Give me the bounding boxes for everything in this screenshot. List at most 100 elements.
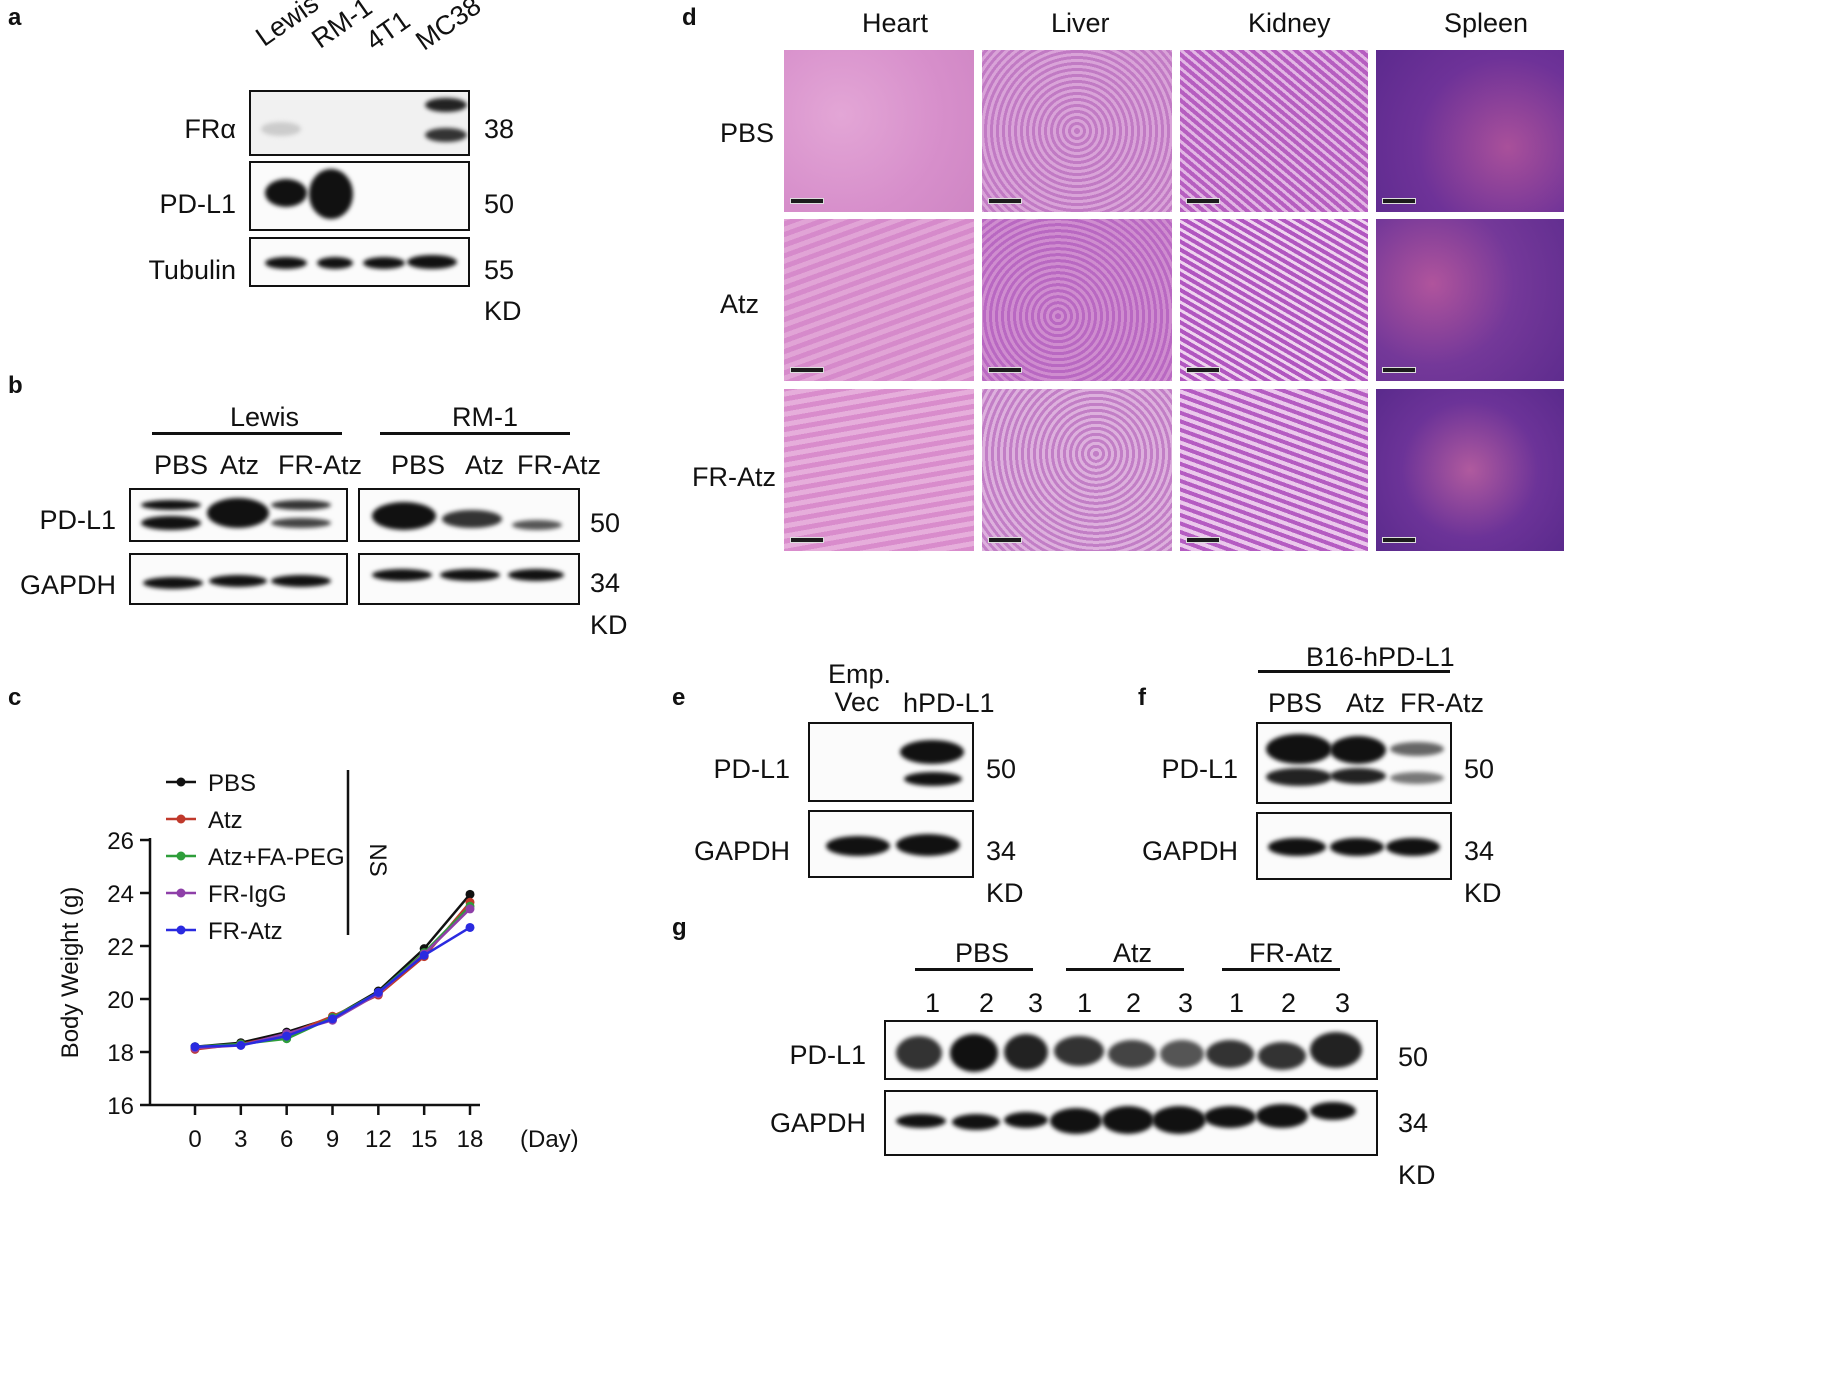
histology-spleen-pbs — [1376, 50, 1564, 212]
group-label: Atz — [1113, 938, 1153, 968]
band — [1390, 772, 1444, 784]
scale-bar — [1382, 367, 1416, 373]
band — [207, 498, 269, 528]
lane-label: FR-Atz — [278, 450, 362, 480]
band — [271, 500, 331, 510]
lane-number: 2 — [1126, 988, 1142, 1018]
blot-g-gapdh — [884, 1090, 1378, 1156]
group-bar — [1066, 968, 1184, 971]
band — [271, 575, 331, 587]
legend-label: FR-IgG — [208, 881, 287, 908]
lane-number: 3 — [1028, 988, 1044, 1018]
kd-unit: KD — [590, 610, 628, 640]
lane-label: PBS — [154, 450, 209, 480]
y-tick-label: 16 — [107, 1093, 134, 1120]
lane-label: hPD-L1 — [903, 688, 995, 718]
blot-fra — [249, 90, 470, 156]
panel-label-a: a — [8, 4, 22, 31]
band — [141, 516, 201, 530]
kd-value: 50 — [986, 754, 1017, 784]
band — [900, 740, 964, 764]
group-label: FR-Atz — [1249, 938, 1333, 968]
kd-value: 34 — [590, 568, 621, 598]
scale-bar — [988, 367, 1022, 373]
histology-heart-fratz — [784, 389, 974, 551]
scale-bar — [988, 198, 1022, 204]
band — [512, 520, 562, 530]
band — [141, 500, 201, 510]
kd-value: 34 — [1464, 836, 1495, 866]
x-tick-label: 6 — [280, 1126, 293, 1153]
kd-unit: KD — [1464, 878, 1502, 908]
band — [407, 255, 457, 269]
column-label: Heart — [862, 8, 929, 38]
body-weight-chart: 16 18 20 22 24 26 0 3 6 9 12 15 18 (Day) Body Weight (… — [57, 770, 579, 1153]
histology-heart-atz — [784, 219, 974, 381]
band — [261, 122, 301, 136]
legend-marker — [176, 851, 186, 861]
row-label: PD-L1 — [159, 189, 236, 219]
band — [1256, 1104, 1308, 1128]
scale-bar — [988, 537, 1022, 543]
legend-marker — [176, 925, 186, 935]
legend-label: Atz — [208, 807, 243, 834]
lane-number: 1 — [925, 988, 941, 1018]
band — [209, 575, 267, 587]
band — [1004, 1112, 1048, 1128]
band — [271, 518, 331, 528]
column-label: Liver — [1051, 8, 1110, 38]
histology-liver-pbs — [982, 50, 1172, 212]
band — [425, 98, 467, 112]
data-point — [465, 922, 475, 932]
row-label: PD-L1 — [1161, 754, 1238, 784]
band — [1152, 1106, 1206, 1134]
band — [1266, 734, 1332, 764]
histology-spleen-atz — [1376, 219, 1564, 381]
row-label: Atz — [720, 289, 760, 319]
row-label: GAPDH — [1141, 836, 1238, 866]
band — [1266, 768, 1332, 786]
band — [1390, 742, 1444, 756]
data-point — [236, 1040, 246, 1050]
band — [1330, 768, 1386, 784]
legend-marker — [176, 888, 186, 898]
kd-unit: KD — [1398, 1160, 1436, 1190]
lane-label: FR-Atz — [517, 450, 601, 480]
band — [440, 569, 500, 581]
blot-f-pdl1 — [1256, 722, 1452, 804]
band — [1108, 1040, 1156, 1068]
band — [363, 257, 405, 269]
lane-label: Emp. Vec — [828, 659, 892, 717]
band — [1050, 1108, 1102, 1134]
group-label: B16-hPD-L1 — [1306, 642, 1455, 672]
x-tick-label: 9 — [326, 1126, 339, 1153]
kd-value: 55 — [484, 255, 515, 285]
scale-bar — [1186, 537, 1220, 543]
row-label: PD-L1 — [789, 1040, 866, 1070]
data-point — [282, 1031, 292, 1041]
band — [896, 834, 960, 856]
band — [442, 510, 502, 528]
kd-value: 50 — [1398, 1042, 1429, 1072]
column-label: Kidney — [1248, 8, 1331, 38]
scale-bar — [790, 198, 824, 204]
band — [143, 577, 203, 589]
scale-bar — [790, 537, 824, 543]
y-axis-label: Body Weight (g) — [57, 887, 84, 1059]
histology-spleen-fratz — [1376, 389, 1564, 551]
band — [265, 257, 307, 269]
row-label: FRα — [184, 114, 236, 144]
lane-label: FR-Atz — [1400, 688, 1484, 718]
panel-label-c: c — [8, 684, 22, 711]
band — [1330, 736, 1386, 764]
scale-bar — [790, 367, 824, 373]
lane-number: 2 — [979, 988, 995, 1018]
group-bar — [1222, 968, 1340, 971]
row-label: Tubulin — [148, 255, 236, 285]
x-tick-label: 18 — [457, 1126, 484, 1153]
legend-marker — [176, 814, 186, 824]
band — [265, 179, 307, 207]
band — [1310, 1102, 1356, 1120]
band — [1206, 1040, 1254, 1068]
histology-kidney-atz — [1180, 219, 1368, 381]
